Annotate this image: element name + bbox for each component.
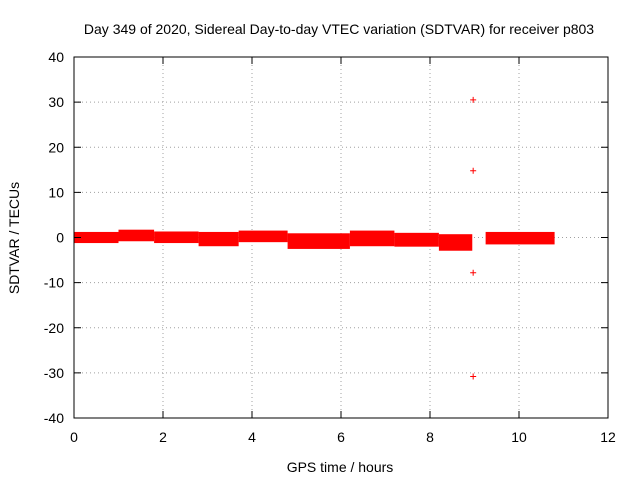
x-tick-label: 2 xyxy=(159,429,167,445)
y-tick-label: -30 xyxy=(44,365,64,381)
x-tick-label: 10 xyxy=(511,429,527,445)
chart-title: Day 349 of 2020, Sidereal Day-to-day VTE… xyxy=(84,21,594,37)
y-tick-label: -10 xyxy=(44,275,64,291)
data-band-segment xyxy=(154,231,199,244)
data-band-segment xyxy=(198,231,239,247)
data-band-segment xyxy=(485,231,555,245)
y-tick-label: -20 xyxy=(44,320,64,336)
data-band-segment xyxy=(287,233,350,249)
outlier-point xyxy=(470,269,477,276)
x-tick-label: 8 xyxy=(426,429,434,445)
data-band-segment xyxy=(349,230,395,247)
x-tick-label: 0 xyxy=(70,429,78,445)
x-tick-label: 4 xyxy=(248,429,256,445)
y-tick-label: 20 xyxy=(48,139,64,155)
y-tick-label: 10 xyxy=(48,184,64,200)
data-band-segment xyxy=(118,229,155,242)
data-band-segment xyxy=(394,232,439,247)
outlier-point xyxy=(470,373,477,380)
data-band-segment xyxy=(238,230,288,243)
x-tick-label: 12 xyxy=(600,429,616,445)
y-axis-label: SDTVAR / TECUs xyxy=(6,182,22,294)
axis-ticks: 0 2 4 6 8 10 12 -40 -30 -20 -10 0 10 20 30 40 xyxy=(44,49,616,445)
data-band-segment xyxy=(438,234,473,251)
y-tick-label: 0 xyxy=(56,230,64,246)
x-tick-label: 6 xyxy=(337,429,345,445)
y-tick-label: 40 xyxy=(48,49,64,65)
data-band-segment xyxy=(74,231,119,244)
x-axis-label: GPS time / hours xyxy=(287,459,394,475)
data-points xyxy=(74,96,555,380)
outlier-point xyxy=(470,96,477,103)
y-tick-label: 30 xyxy=(48,94,64,110)
outlier-point xyxy=(470,167,477,174)
y-tick-label: -40 xyxy=(44,410,64,426)
